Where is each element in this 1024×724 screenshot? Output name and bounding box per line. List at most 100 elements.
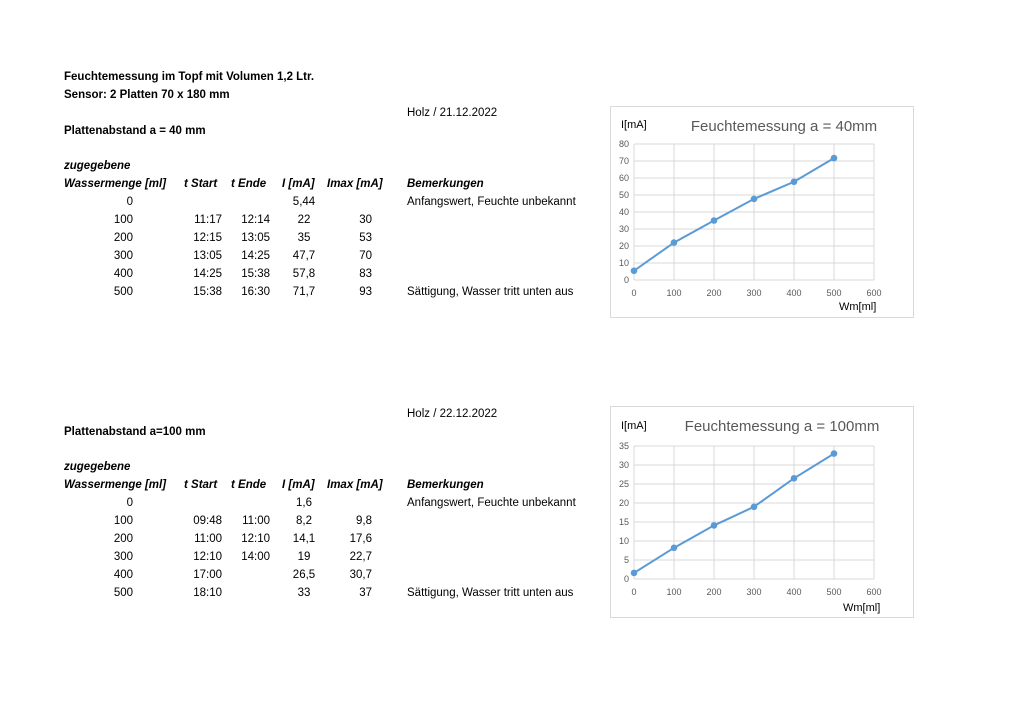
cell-te: 12:10: [241, 533, 270, 545]
cell-i: 22: [297, 214, 311, 226]
cell-ts: 14:25: [193, 268, 222, 280]
y-tick-label: 25: [619, 479, 629, 489]
cell-w: 200: [113, 232, 133, 244]
data-point: [790, 178, 798, 186]
data-point: [750, 195, 758, 203]
y-tick-label: 10: [619, 258, 629, 268]
cell-bemerkung: Anfangswert, Feuchte unbekannt: [407, 497, 576, 509]
x-tick-label: 200: [706, 587, 721, 597]
data-point: [670, 239, 678, 246]
y-tick-label: 80: [619, 139, 629, 149]
y-tick-label: 40: [619, 207, 629, 217]
data-point: [710, 522, 718, 529]
x-tick-label: 400: [786, 587, 801, 597]
cell-imax: 30,7: [349, 569, 372, 581]
section-1-heading: Plattenabstand a = 40 mm: [64, 125, 206, 137]
cell-w: 0: [126, 497, 133, 509]
cell-bemerkung: Sättigung, Wasser tritt unten aus: [407, 286, 574, 298]
cell-imax: 22,7: [349, 551, 372, 563]
cell-ts: 12:10: [193, 551, 222, 563]
cell-te: 13:05: [241, 232, 270, 244]
x-tick-label: 100: [666, 587, 681, 597]
col-header-imax-2: Imax [mA]: [327, 479, 383, 491]
cell-i: 35: [297, 232, 311, 244]
cell-i: 14,1: [292, 533, 316, 545]
data-point: [710, 217, 718, 224]
y-tick-label: 0: [624, 574, 629, 584]
cell-w: 400: [113, 268, 133, 280]
col-header-i-2: I [mA]: [282, 479, 315, 491]
page-title-line2: Sensor: 2 Platten 70 x 180 mm: [64, 89, 230, 101]
cell-w: 300: [113, 551, 133, 563]
x-axis-label: Wm[ml]: [839, 301, 876, 313]
col-header-i: I [mA]: [282, 178, 315, 190]
col-header-imax: Imax [mA]: [327, 178, 383, 190]
cell-i: 1,6: [296, 497, 312, 509]
cell-te: 12:14: [241, 214, 270, 226]
cell-imax: 83: [359, 268, 372, 280]
cell-w: 400: [113, 569, 133, 581]
cell-i: 8,2: [296, 515, 312, 527]
cell-w: 0: [126, 196, 133, 208]
y-tick-label: 20: [619, 241, 629, 251]
y-tick-label: 10: [619, 536, 629, 546]
cell-te: 11:00: [242, 515, 270, 527]
col-header-zugegebene-2: zugegebene: [64, 461, 131, 473]
col-header-wassermenge: Wassermenge [ml]: [64, 178, 167, 190]
data-point: [750, 503, 758, 511]
col-header-zugegebene: zugegebene: [64, 160, 131, 172]
data-point: [630, 267, 638, 275]
cell-w: 300: [113, 250, 133, 262]
cell-te: 16:30: [241, 286, 270, 298]
x-tick-label: 600: [866, 587, 881, 597]
x-tick-label: 300: [746, 288, 761, 298]
cell-te: 14:00: [241, 551, 270, 563]
y-tick-label: 30: [619, 460, 629, 470]
cell-ts: 15:38: [193, 286, 222, 298]
cell-i: 19: [297, 551, 311, 563]
cell-imax: 30: [359, 214, 372, 226]
col-header-tstart: t Start: [184, 178, 218, 190]
cell-w: 500: [113, 587, 133, 599]
data-point: [790, 475, 798, 482]
cell-i: 71,7: [292, 286, 316, 298]
cell-ts: 12:15: [193, 232, 222, 244]
x-tick-label: 500: [826, 288, 841, 298]
cell-te: 15:38: [241, 268, 270, 280]
cell-te: 14:25: [241, 250, 270, 262]
y-tick-label: 15: [619, 517, 629, 527]
col-header-wassermenge-2: Wassermenge [ml]: [64, 479, 167, 491]
section-1-note: Holz / 21.12.2022: [407, 107, 498, 119]
y-axis-label: I[mA]: [621, 420, 647, 432]
cell-bemerkung: Anfangswert, Feuchte unbekannt: [407, 196, 576, 208]
cell-imax: 53: [359, 232, 372, 244]
cell-bemerkung: Sättigung, Wasser tritt unten aus: [407, 587, 574, 599]
y-tick-label: 70: [619, 156, 629, 166]
y-axis-label: I[mA]: [621, 119, 647, 131]
y-tick-label: 0: [624, 275, 629, 285]
cell-ts: 13:05: [193, 250, 222, 262]
chart-1: 0 10 20 30 40 50 60 70 80 0 100 200 300 400 500 600 Feuc…: [619, 118, 882, 313]
cell-w: 100: [113, 515, 133, 527]
y-tick-label: 30: [619, 224, 629, 234]
cell-imax: 70: [359, 250, 372, 262]
col-header-tende: t Ende: [231, 178, 267, 190]
section-2-heading: Plattenabstand a=100 mm: [64, 426, 206, 438]
cell-ts: 17:00: [193, 569, 222, 581]
x-axis-label: Wm[ml]: [843, 602, 880, 614]
x-tick-label: 400: [786, 288, 801, 298]
cell-ts: 11:00: [194, 533, 222, 545]
data-point: [830, 154, 838, 162]
series-line: [633, 452, 835, 574]
x-tick-label: 100: [666, 288, 681, 298]
y-tick-label: 35: [619, 441, 629, 451]
cell-imax: 9,8: [356, 515, 372, 527]
col-header-bemerkungen-2: Bemerkungen: [407, 479, 484, 491]
cell-w: 500: [113, 286, 133, 298]
chart-2-frame: 0 5 10 15 20 25 30 35 0 100 200 300 400 500 600 Feuchte…: [610, 406, 914, 618]
cell-i: 57,8: [292, 268, 316, 280]
cell-imax: 37: [359, 587, 372, 599]
cell-i: 5,44: [292, 196, 316, 208]
y-tick-label: 5: [624, 555, 629, 565]
cell-ts: 11:17: [194, 214, 222, 226]
